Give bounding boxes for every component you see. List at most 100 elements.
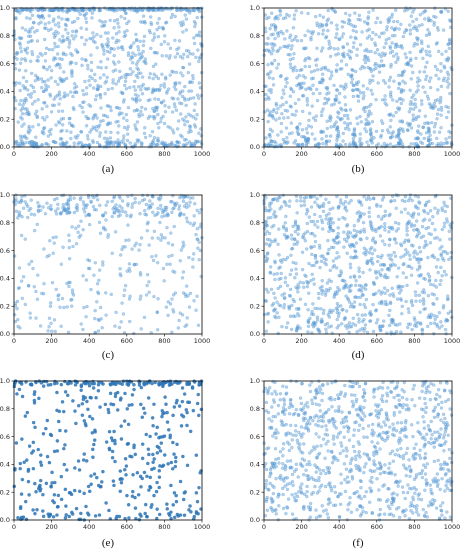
data-point [173, 14, 177, 19]
data-point [191, 196, 195, 200]
data-point [273, 389, 277, 393]
data-point [76, 16, 80, 21]
data-point [59, 324, 63, 328]
data-point [35, 39, 40, 43]
data-point [192, 20, 197, 24]
data-point [59, 497, 64, 502]
data-point [68, 257, 72, 261]
data-point [311, 76, 315, 80]
data-point [81, 110, 85, 114]
data-point [102, 24, 106, 28]
data-point [275, 31, 280, 35]
data-point [391, 114, 396, 118]
data-point [439, 427, 443, 431]
data-point [435, 136, 439, 141]
data-point [67, 116, 71, 121]
data-point [162, 279, 166, 283]
data-point [96, 87, 100, 91]
data-point [281, 447, 285, 451]
data-point [197, 240, 201, 244]
data-point [185, 423, 189, 428]
data-point [324, 327, 328, 331]
data-point [264, 242, 269, 246]
data-point [268, 242, 272, 247]
data-point [314, 321, 318, 325]
data-point [152, 117, 156, 121]
data-point [432, 130, 437, 134]
data-point [145, 474, 149, 479]
data-point [315, 318, 320, 322]
data-point [122, 134, 126, 138]
data-point [79, 219, 83, 223]
data-point [392, 250, 396, 255]
data-point [40, 14, 45, 18]
data-point [406, 491, 410, 495]
data-point [349, 198, 353, 203]
data-point [329, 324, 333, 328]
data-point [411, 113, 415, 117]
data-point [129, 72, 133, 77]
data-point [325, 433, 330, 437]
data-point [91, 140, 95, 145]
data-point [325, 92, 329, 96]
data-point [41, 116, 45, 120]
data-point [370, 252, 375, 256]
data-point [271, 42, 275, 46]
data-point [351, 305, 356, 309]
y-tick-label: 0.0 [250, 330, 260, 338]
data-point [47, 47, 52, 52]
data-point [84, 8, 88, 12]
data-point [26, 130, 30, 134]
data-point [357, 317, 361, 321]
data-point [136, 60, 140, 64]
data-point [65, 202, 69, 206]
x-tick-label: 200 [45, 337, 57, 345]
data-point [318, 205, 322, 209]
data-point [143, 511, 147, 516]
data-point [143, 86, 147, 91]
data-point [143, 212, 147, 216]
data-point [67, 121, 72, 125]
data-point [393, 237, 397, 241]
data-point [71, 124, 75, 128]
data-point [344, 63, 349, 67]
data-point [185, 9, 189, 13]
data-point [340, 322, 344, 326]
data-point [280, 324, 284, 329]
data-point [357, 283, 362, 288]
data-point [151, 210, 155, 214]
data-point [59, 137, 64, 141]
data-point [52, 35, 57, 39]
data-point [157, 446, 161, 450]
data-point [277, 315, 281, 319]
data-point [341, 449, 345, 453]
data-point [58, 38, 62, 42]
data-point [271, 434, 275, 438]
data-point [80, 105, 84, 110]
data-point [84, 124, 89, 128]
data-point [168, 73, 172, 77]
data-point [306, 124, 311, 128]
data-point [297, 97, 301, 102]
data-point [50, 280, 55, 285]
data-point [110, 214, 114, 219]
data-point [191, 408, 196, 413]
data-point [374, 321, 379, 325]
data-point [18, 61, 23, 65]
data-point [18, 81, 22, 85]
data-point [120, 111, 124, 115]
data-point [273, 259, 277, 263]
data-point [343, 95, 347, 99]
data-point [43, 101, 47, 105]
data-point [148, 72, 152, 76]
data-point [412, 316, 416, 320]
data-point [61, 52, 65, 56]
data-point [406, 483, 410, 487]
data-point [174, 379, 178, 384]
data-point [358, 415, 362, 419]
data-point [63, 487, 68, 492]
data-point [336, 115, 340, 119]
data-point [357, 320, 361, 324]
data-point [62, 305, 66, 310]
